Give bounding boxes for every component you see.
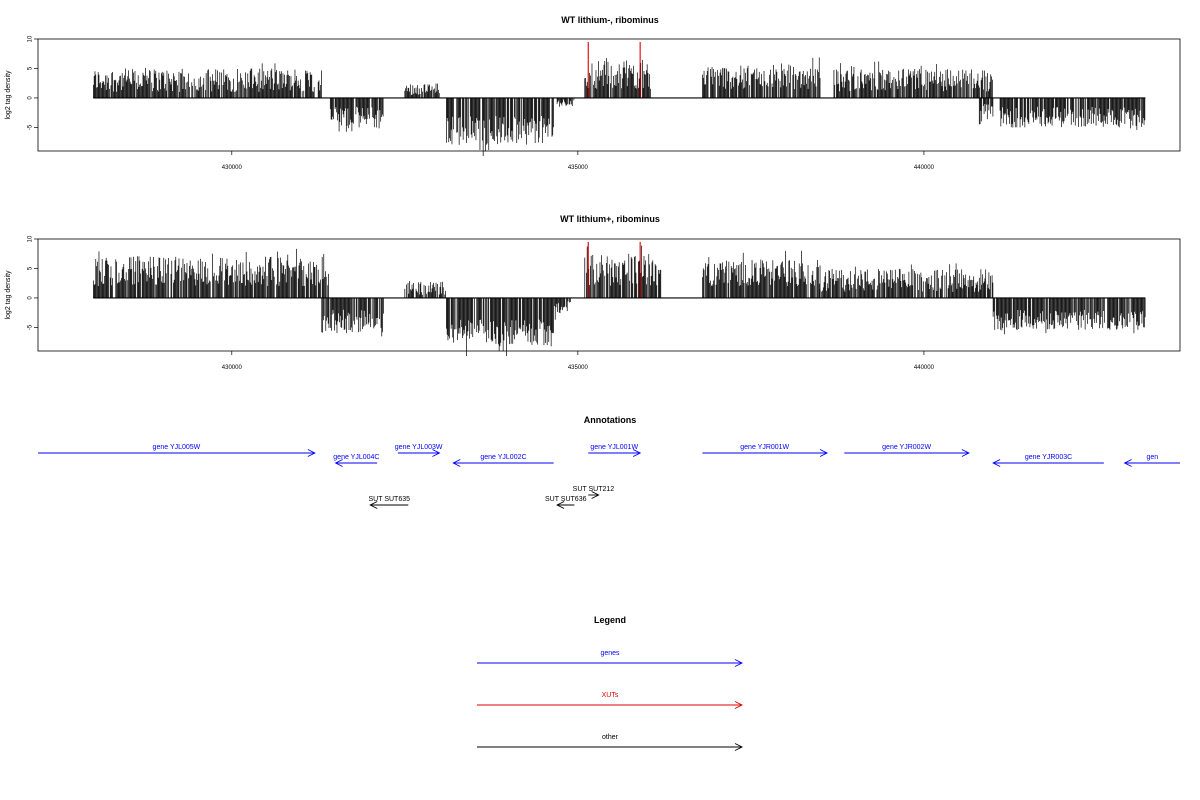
y-axis-label: log2 tag density (5, 70, 12, 120)
arrow-head (632, 449, 642, 457)
y-tick-label: 0 (28, 96, 34, 100)
feature-label: gene YJR003C (1025, 454, 1072, 461)
y-axis-label: log2 tag density (5, 270, 12, 320)
annotations-title: Annotations (584, 415, 637, 425)
arrow-head (369, 501, 378, 509)
feature-label: gene YJL001W (590, 444, 638, 451)
arrow-head (334, 459, 343, 467)
x-tick-label: 440000 (914, 365, 935, 371)
feature-label: gene YJL002C (480, 454, 526, 461)
feature-label: SUT SUT212 (573, 486, 615, 493)
y-tick-label: 10 (28, 35, 34, 42)
arrow-head (432, 449, 441, 457)
arrow-head (307, 449, 316, 457)
panel-title: WT lithium-, ribominus (561, 15, 659, 25)
y-tick-label: 0 (28, 296, 34, 300)
coverage-bars (93, 241, 1146, 357)
legend-label: XUTs (602, 692, 619, 699)
panel-lithium-plus: WT lithium+, ribominus -5 0 5 10 430000 4350… (5, 214, 1181, 371)
legend-items: genes XUTs other (477, 650, 744, 751)
feature-label: gen (1146, 454, 1158, 461)
arrow-head (591, 491, 600, 499)
feature-label: gene YJL003W (395, 444, 443, 451)
arrow-head (1123, 459, 1132, 467)
annotation-features: gene YJL005W gene YJL004C gene YJL003W gene… (38, 444, 1180, 509)
y-tick-label: 10 (28, 235, 34, 242)
feature-label: gene YJL005W (153, 444, 201, 451)
feature-label: SUT SUT636 (545, 496, 587, 503)
y-tick-label: -5 (28, 324, 34, 330)
y-tick-label: 5 (28, 66, 34, 70)
y-tick-label: -5 (28, 124, 34, 130)
y-axis: -5 0 5 10 (28, 35, 38, 130)
arrow-head (734, 701, 744, 709)
plot-frame (37, 38, 1181, 152)
panel-lithium-minus: WT lithium-, ribominus -5 0 5 10 430000 4350… (5, 15, 1181, 171)
panel-title: WT lithium+, ribominus (560, 214, 660, 224)
feature-label: gene YJR001W (740, 444, 789, 451)
arrow-head (961, 449, 970, 457)
legend-label: genes (600, 650, 620, 657)
legend-title: Legend (594, 615, 626, 625)
y-axis: -5 0 5 10 (28, 235, 38, 330)
legend: Legend genes XUTs other (477, 615, 744, 751)
arrow-head (734, 743, 744, 751)
x-axis: 430000 435000 440000 (222, 151, 935, 171)
x-tick-label: 430000 (222, 365, 243, 371)
arrow-head (992, 459, 1001, 467)
coverage-bars (93, 41, 1146, 157)
legend-label: other (602, 734, 619, 741)
plot-frame (37, 238, 1181, 352)
feature-label: SUT SUT635 (369, 496, 411, 503)
arrow-head (556, 501, 565, 509)
y-tick-label: 5 (28, 266, 34, 270)
feature-label: gene YJR002W (882, 444, 931, 451)
feature-label: gene YJL004C (333, 454, 379, 461)
arrow-head (452, 459, 461, 467)
x-tick-label: 430000 (222, 165, 243, 171)
x-tick-label: 435000 (568, 165, 589, 171)
x-tick-label: 440000 (914, 165, 935, 171)
arrow-head (734, 659, 744, 667)
arrow-head (819, 449, 829, 457)
x-axis: 430000 435000 440000 (222, 351, 935, 371)
x-tick-label: 435000 (568, 365, 589, 371)
